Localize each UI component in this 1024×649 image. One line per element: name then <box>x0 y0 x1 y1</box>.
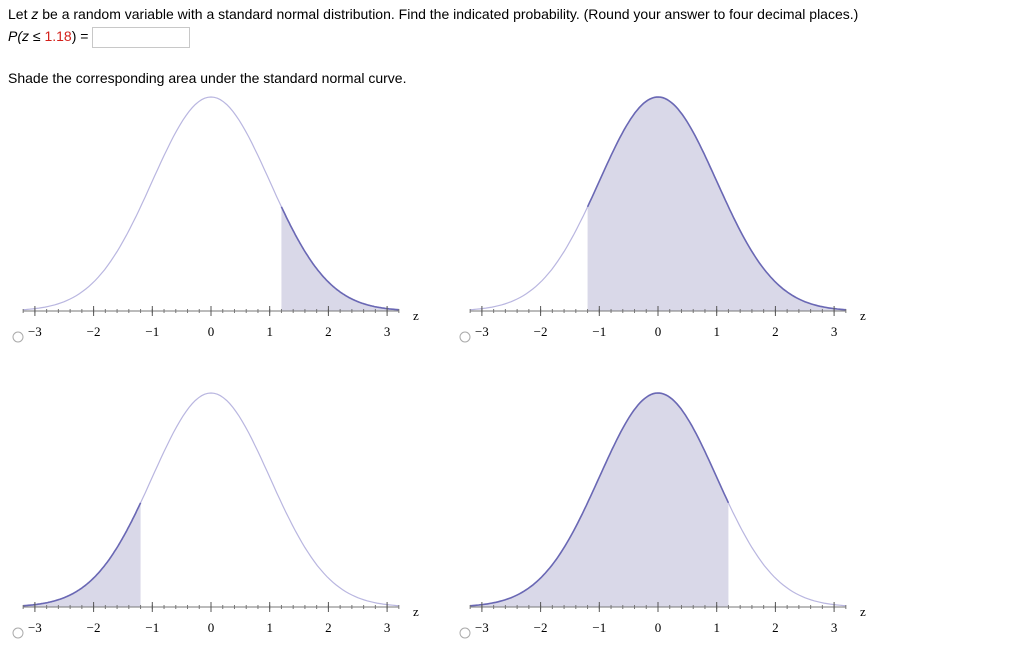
x-tick-label: 3 <box>831 324 838 339</box>
shaded-area <box>587 97 846 311</box>
x-tick-label: 1 <box>713 324 720 339</box>
x-tick-label: 2 <box>325 620 332 635</box>
x-tick-label: −3 <box>28 324 42 339</box>
shaded-curve <box>470 392 730 607</box>
x-tick-label: 0 <box>655 620 662 635</box>
x-tick-label: 0 <box>208 620 215 635</box>
prompt: P(z ≤ 1.18) = <box>8 27 191 48</box>
x-tick-label: 2 <box>772 620 779 635</box>
density-curve <box>23 392 399 607</box>
x-tick-label: 0 <box>208 324 215 339</box>
x-tick-label: −1 <box>592 324 606 339</box>
question-text: be a random variable with a standard nor… <box>38 6 859 22</box>
x-tick-label: 2 <box>772 324 779 339</box>
density-curve <box>23 96 399 311</box>
x-tick-label: 3 <box>384 324 391 339</box>
x-tick-label: 3 <box>384 620 391 635</box>
radio-button[interactable] <box>12 627 24 639</box>
shaded-curve <box>280 206 399 311</box>
axis-label: z <box>860 308 866 323</box>
axis-label: z <box>413 308 419 323</box>
x-tick-label: −3 <box>475 324 489 339</box>
question-text: Let <box>8 6 32 22</box>
x-tick-label: 1 <box>266 620 273 635</box>
x-tick-label: 1 <box>266 324 273 339</box>
radio-button[interactable] <box>12 331 24 343</box>
radio-button[interactable] <box>459 331 471 343</box>
axis-label: z <box>413 604 419 619</box>
x-tick-label: 1 <box>713 620 720 635</box>
x-tick-label: −2 <box>87 324 101 339</box>
shaded-curve <box>23 502 142 607</box>
x-tick-label: 0 <box>655 324 662 339</box>
prompt-rel: ≤ <box>29 28 45 45</box>
x-tick-label: 2 <box>325 324 332 339</box>
shaded-area <box>281 206 399 311</box>
shaded-curve <box>586 96 846 311</box>
shaded-area <box>23 502 141 607</box>
x-tick-label: −1 <box>145 620 159 635</box>
shaded-area <box>470 393 729 607</box>
x-tick-label: 3 <box>831 620 838 635</box>
x-tick-label: −2 <box>534 620 548 635</box>
x-tick-label: −1 <box>592 620 606 635</box>
prompt-value: 1.18 <box>44 28 72 45</box>
prompt-suffix: ) = <box>71 28 89 45</box>
answer-input[interactable] <box>92 27 191 48</box>
prompt-p: P(z <box>8 28 29 45</box>
x-tick-label: −2 <box>534 324 548 339</box>
x-tick-label: −3 <box>475 620 489 635</box>
instruction: Shade the corresponding area under the s… <box>8 70 407 86</box>
variable: z <box>31 6 39 22</box>
x-tick-label: −2 <box>87 620 101 635</box>
x-tick-label: −1 <box>145 324 159 339</box>
x-tick-label: −3 <box>28 620 42 635</box>
question: Let z be a random variable with a standa… <box>8 6 858 22</box>
axis-label: z <box>860 604 866 619</box>
radio-button[interactable] <box>459 627 471 639</box>
